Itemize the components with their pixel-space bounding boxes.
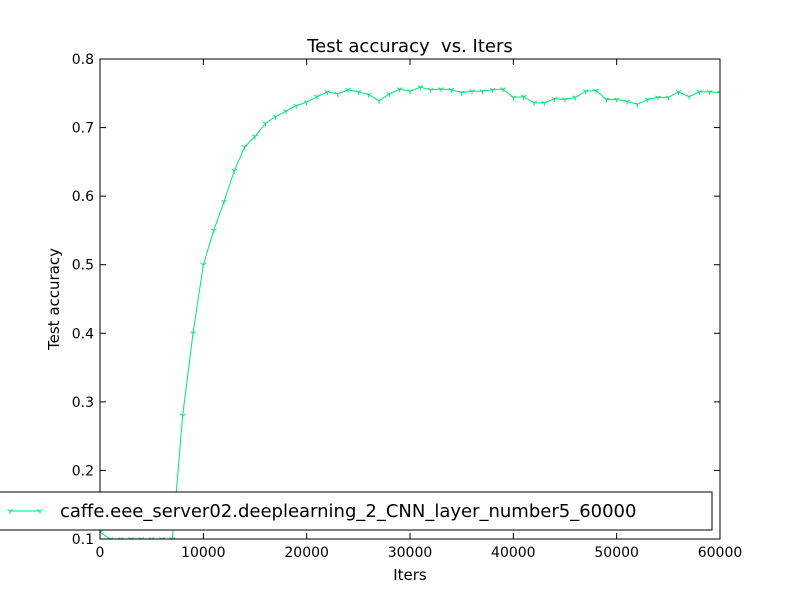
data-point [334, 92, 341, 97]
x-axis-label: Iters [393, 566, 427, 584]
y-tick-label: 0.3 [72, 395, 94, 411]
data-point [355, 89, 362, 95]
data-point [469, 89, 475, 95]
x-tick-label: 40000 [491, 545, 536, 561]
axis-ticks [99, 58, 721, 540]
data-point [138, 537, 145, 539]
data-point [396, 87, 403, 93]
x-tick-labels: 0 10000 20000 30000 40000 50000 60000 [96, 545, 743, 561]
data-point [448, 87, 455, 93]
data-point [686, 94, 692, 100]
data-point [386, 92, 393, 97]
data-point [128, 537, 134, 539]
data-point [520, 94, 527, 100]
data-point [644, 97, 651, 103]
data-point [241, 144, 248, 150]
data-point [324, 89, 331, 95]
legend-markers [7, 509, 43, 514]
data-point [345, 87, 351, 93]
data-point [510, 95, 517, 101]
data-point [427, 87, 434, 93]
data-point [458, 90, 465, 96]
data-point [252, 134, 258, 140]
data-point [190, 331, 196, 337]
chart-title: Test accuracy vs. Iters [306, 36, 513, 57]
data-point [159, 537, 165, 539]
x-tick-label: 0 [96, 545, 105, 561]
data-point [365, 92, 372, 98]
data-point [613, 97, 620, 103]
data-point [200, 262, 207, 268]
y-tick-label: 0.6 [72, 189, 94, 205]
data-point [231, 168, 238, 174]
data-point [562, 97, 568, 103]
data-point [655, 95, 661, 101]
data-point [624, 99, 630, 105]
data-point [582, 89, 589, 95]
data-point [531, 100, 537, 106]
data-point [675, 89, 682, 95]
legend-marker [37, 509, 43, 514]
series-layer [100, 85, 720, 539]
y-tick-label: 0.5 [72, 258, 94, 274]
series-line [100, 86, 720, 539]
data-point [293, 103, 300, 109]
data-point [551, 96, 558, 102]
legend-series-label: caffe.eee_server02.deeplearning_2_CNN_la… [60, 501, 636, 522]
y-tick-label: 0.1 [72, 532, 94, 548]
data-point [572, 95, 579, 101]
y-tick-label: 0.7 [72, 121, 94, 137]
data-point [634, 102, 641, 108]
data-point [303, 100, 310, 106]
legend-marker [7, 509, 13, 514]
y-tick-label: 0.4 [72, 326, 94, 342]
legend-box [0, 491, 713, 531]
y-tick-label: 0.2 [72, 463, 94, 479]
y-tick-labels: 0.1 0.2 0.3 0.4 0.5 0.6 0.7 0.8 [72, 52, 94, 548]
series-group [100, 85, 720, 539]
data-point [603, 97, 610, 103]
data-point [314, 94, 320, 100]
data-point [489, 87, 496, 93]
data-point [210, 228, 217, 234]
x-tick-label: 20000 [284, 545, 329, 561]
data-point [417, 85, 424, 91]
data-point [407, 89, 413, 95]
data-point [706, 89, 713, 95]
data-point [179, 413, 186, 419]
data-point [438, 87, 444, 93]
x-tick-label: 10000 [181, 545, 226, 561]
data-point [593, 88, 599, 94]
data-point [262, 121, 269, 127]
data-point [500, 87, 506, 93]
data-point [148, 537, 155, 539]
data-point [541, 100, 548, 106]
data-point [283, 109, 289, 115]
data-point [221, 199, 227, 205]
data-point [696, 89, 703, 95]
x-tick-label: 30000 [388, 545, 433, 561]
data-point [376, 98, 382, 104]
y-axis-label: Test accuracy [45, 248, 63, 351]
plot-frame [99, 58, 721, 540]
y-tick-label: 0.8 [72, 52, 94, 68]
x-tick-label: 50000 [594, 545, 639, 561]
x-tick-label: 60000 [698, 545, 743, 561]
data-point [272, 114, 279, 120]
data-point [665, 95, 672, 101]
data-point [479, 89, 486, 95]
data-point [107, 537, 114, 539]
legend: caffe.eee_server02.deeplearning_2_CNN_la… [0, 491, 713, 531]
data-point [117, 537, 124, 539]
